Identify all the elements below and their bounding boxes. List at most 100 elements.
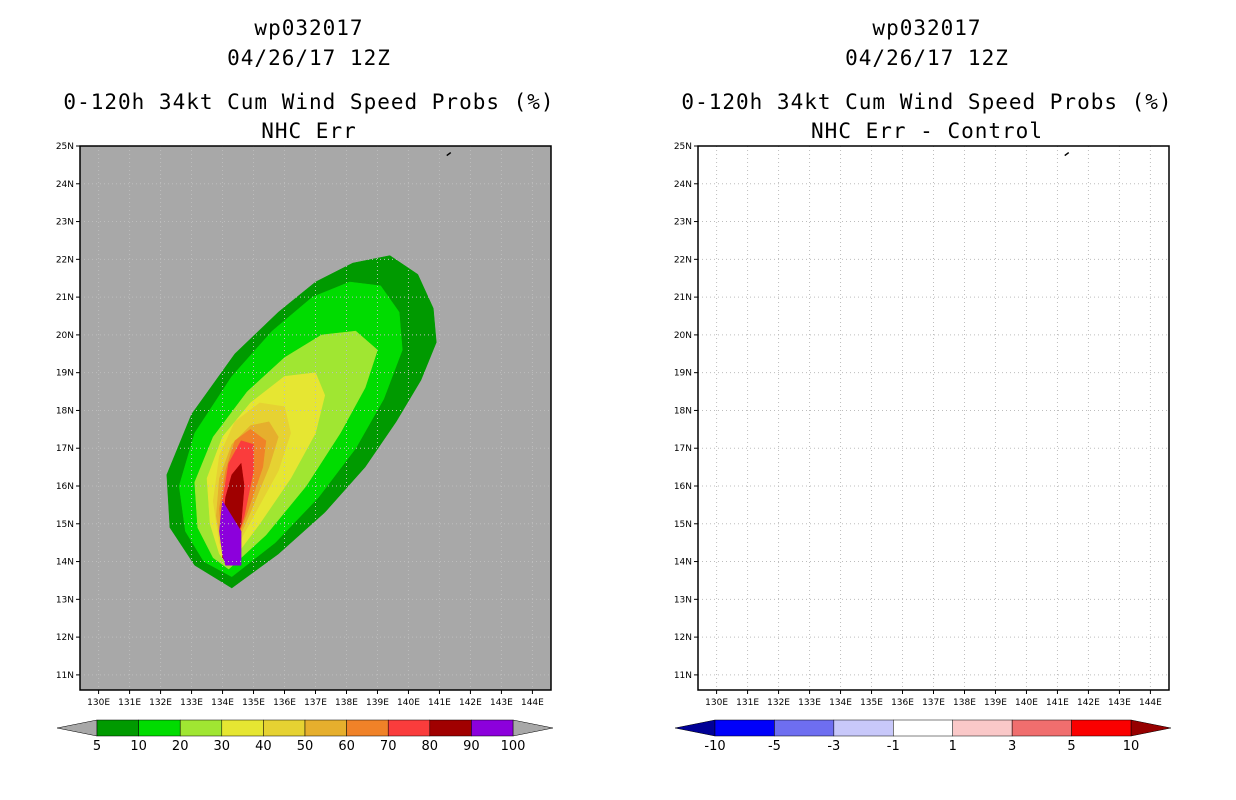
- colorbar-label: -5: [768, 739, 781, 754]
- x-tick-label: 141E: [1046, 698, 1069, 708]
- y-tick-label: 23N: [56, 218, 74, 228]
- y-tick-label: 18N: [674, 406, 692, 416]
- y-tick-label: 23N: [674, 218, 692, 228]
- x-tick-label: 134E: [211, 698, 234, 708]
- datetime: 04/26/17 12Z: [227, 46, 391, 70]
- storm-id: wp032017: [254, 16, 364, 40]
- y-tick-label: 17N: [674, 444, 692, 454]
- colorbar-swatch: [304, 719, 347, 737]
- difference-map: 130E 131E 132E 133E 134E 135E 136E 137E 138E 139E…: [674, 142, 1172, 754]
- y-tick-label: 15N: [56, 520, 74, 530]
- colorbar-swatch: [221, 719, 264, 737]
- y-tick-label: 13N: [674, 595, 692, 605]
- chart-title: 0-120h 34kt Cum Wind Speed Probs (%): [681, 90, 1173, 114]
- x-tick-label: 132E: [767, 698, 790, 708]
- x-tick-label: 131E: [736, 698, 759, 708]
- colorbar-swatch: [179, 719, 223, 737]
- x-tick-label: 136E: [891, 698, 914, 708]
- colorbar-label: 80: [422, 739, 439, 754]
- colorbar-swatch: [1011, 719, 1072, 737]
- colorbar-label: 60: [338, 739, 355, 754]
- colorbar-label: 1: [949, 739, 957, 754]
- colorbar-label: -10: [704, 739, 725, 754]
- colorbar-label: 10: [1123, 739, 1140, 754]
- colorbar-label: 50: [297, 739, 314, 754]
- x-tick-label: 142E: [1077, 698, 1100, 708]
- x-tick-label: 138E: [953, 698, 976, 708]
- colorbar-label: -3: [827, 739, 840, 754]
- colorbar-swatch: [1071, 719, 1132, 737]
- colorbar-label: 10: [130, 739, 147, 754]
- y-tick-label: 12N: [674, 633, 692, 643]
- colorbar-swatch: [263, 719, 306, 737]
- colorbar-swatch: [471, 719, 514, 737]
- track-marker: [1064, 151, 1070, 157]
- y-tick-label: 19N: [674, 369, 692, 379]
- colorbar-swatch: [346, 719, 389, 737]
- y-tick-label: 22N: [56, 255, 74, 265]
- colorbar-under-arrow: [56, 719, 98, 737]
- y-tick-label: 16N: [674, 482, 692, 492]
- x-tick-label: 141E: [428, 698, 451, 708]
- colorbar-swatch: [774, 719, 835, 737]
- y-tick-label: 25N: [56, 142, 74, 152]
- y-tick-label: 11N: [674, 671, 692, 681]
- colorbar-over-arrow: [512, 719, 554, 737]
- y-tick-label: 16N: [56, 482, 74, 492]
- colorbar-swatch: [138, 719, 181, 737]
- colorbar-label: 5: [93, 739, 101, 754]
- x-tick-label: 131E: [118, 698, 141, 708]
- probability-map: 130E 131E 132E 133E 134E 135E 136E 137E 138E 139E…: [56, 142, 554, 754]
- x-tick-label: 134E: [829, 698, 852, 708]
- x-tick-label: 136E: [273, 698, 296, 708]
- x-tick-label: 130E: [87, 698, 110, 708]
- x-tick-label: 139E: [984, 698, 1007, 708]
- colorbar-swatch: [893, 719, 953, 737]
- colorbar-label: 3: [1008, 739, 1016, 754]
- x-tick-label: 135E: [242, 698, 265, 708]
- storm-id: wp032017: [872, 16, 982, 40]
- y-tick-label: 24N: [674, 180, 692, 190]
- y-tick-label: 20N: [674, 331, 692, 341]
- x-tick-label: 133E: [180, 698, 203, 708]
- x-tick-label: 130E: [705, 698, 728, 708]
- colorbar-swatch: [833, 719, 894, 737]
- y-tick-label: 17N: [56, 444, 74, 454]
- y-tick-label: 20N: [56, 331, 74, 341]
- y-tick-label: 11N: [56, 671, 74, 681]
- y-tick-label: 12N: [56, 633, 74, 643]
- panel-nhc-err: wp032017 04/26/17 12Z 0-120h 34kt Cum Wi…: [56, 16, 555, 754]
- colorbar-over-arrow: [1130, 719, 1172, 737]
- x-tick-label: 132E: [149, 698, 172, 708]
- x-tick-label: 133E: [798, 698, 821, 708]
- datetime: 04/26/17 12Z: [845, 46, 1009, 70]
- y-tick-label: 18N: [56, 406, 74, 416]
- y-tick-label: 22N: [674, 255, 692, 265]
- colorbar-swatch: [714, 719, 775, 737]
- track-marker: [446, 151, 452, 157]
- colorbar-swatch: [96, 719, 139, 737]
- x-tick-label: 143E: [490, 698, 513, 708]
- chart-subtitle: NHC Err - Control: [811, 119, 1043, 143]
- x-tick-label: 137E: [922, 698, 945, 708]
- panel-nhc-err-control: wp032017 04/26/17 12Z 0-120h 34kt Cum Wi…: [618, 0, 1236, 800]
- x-tick-label: 137E: [304, 698, 327, 708]
- colorbar-under-arrow: [674, 719, 716, 737]
- y-tick-label: 15N: [674, 520, 692, 530]
- colorbar-swatch: [952, 719, 1013, 737]
- y-tick-label: 21N: [674, 293, 692, 303]
- chart-title: 0-120h 34kt Cum Wind Speed Probs (%): [63, 90, 555, 114]
- colorbar-label: 90: [463, 739, 480, 754]
- x-tick-label: 138E: [335, 698, 358, 708]
- colorbar-label: 100: [501, 739, 526, 754]
- x-tick-label: 135E: [860, 698, 883, 708]
- colorbar-label: 30: [214, 739, 231, 754]
- y-tick-label: 25N: [674, 142, 692, 152]
- x-tick-label: 144E: [1139, 698, 1162, 708]
- colorbar-label: 70: [380, 739, 397, 754]
- colorbar-swatch: [429, 719, 472, 737]
- colorbar-label: 40: [255, 739, 272, 754]
- y-tick-label: 24N: [56, 180, 74, 190]
- x-tick-label: 140E: [1015, 698, 1038, 708]
- x-tick-label: 144E: [521, 698, 544, 708]
